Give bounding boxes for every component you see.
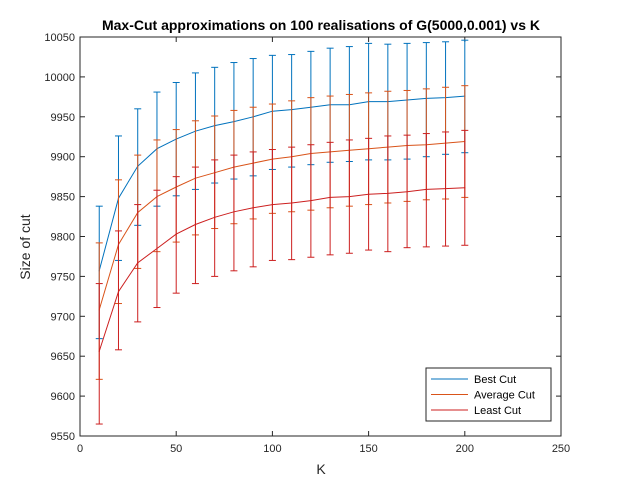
y-tick-label: 9600 <box>51 391 75 403</box>
least-cut-data-point <box>406 191 408 193</box>
x-tick-label: 150 <box>359 443 377 455</box>
legend-entry-label: Least Cut <box>474 405 521 417</box>
legend-entry-label: Best Cut <box>474 374 516 386</box>
y-tick-label: 10000 <box>44 72 75 84</box>
least-cut-data-point <box>444 188 447 190</box>
least-cut-data-point <box>117 290 120 293</box>
least-cut-data-point <box>194 223 197 226</box>
least-cut-series-line <box>98 187 465 352</box>
plot-frame <box>79 36 562 437</box>
least-cut-data-point <box>252 207 254 209</box>
least-cut-data-point <box>156 247 158 250</box>
best-cut-series-line <box>98 95 465 271</box>
least-cut-data-point <box>310 199 312 202</box>
y-tick-label: 9950 <box>51 112 75 124</box>
least-cut-data-point <box>233 211 235 213</box>
y-tick-label: 9800 <box>51 232 75 244</box>
y-tick-label: 9650 <box>51 351 75 363</box>
least-cut-data-point <box>387 192 389 195</box>
least-cut-data-point <box>464 187 466 189</box>
least-cut-data-point <box>214 216 216 218</box>
y-tick-label: 9700 <box>51 311 75 323</box>
x-tick-label: 200 <box>456 443 474 455</box>
least-cut-data-point <box>175 233 177 235</box>
x-axis-label: K <box>316 461 326 477</box>
average-cut-series-line <box>98 141 465 311</box>
chart-title: Max-Cut approximations on 100 realisatio… <box>102 17 540 33</box>
least-cut-data-point <box>425 188 427 191</box>
least-cut-data-point <box>329 196 331 198</box>
x-tick-label: 100 <box>263 443 281 455</box>
y-tick-label: 9900 <box>51 152 75 164</box>
y-tick-label: 9550 <box>51 431 75 443</box>
y-axis-label: Size of cut <box>17 214 33 279</box>
x-tick-label: 50 <box>170 443 182 455</box>
least-cut-data-point <box>271 203 273 206</box>
least-cut-data-point <box>98 350 100 353</box>
least-cut-data-point <box>348 196 350 198</box>
y-tick-label: 9850 <box>51 192 75 204</box>
x-tick-label: 0 <box>77 443 83 455</box>
x-tick-label: 250 <box>552 443 570 455</box>
legend-entry-label: Average Cut <box>474 390 535 402</box>
y-tick-label: 10050 <box>44 32 75 44</box>
least-cut-data-point <box>137 262 139 264</box>
y-tick-label: 9750 <box>51 271 75 283</box>
least-cut-data-point <box>291 202 293 204</box>
least-cut-data-point <box>368 193 370 195</box>
